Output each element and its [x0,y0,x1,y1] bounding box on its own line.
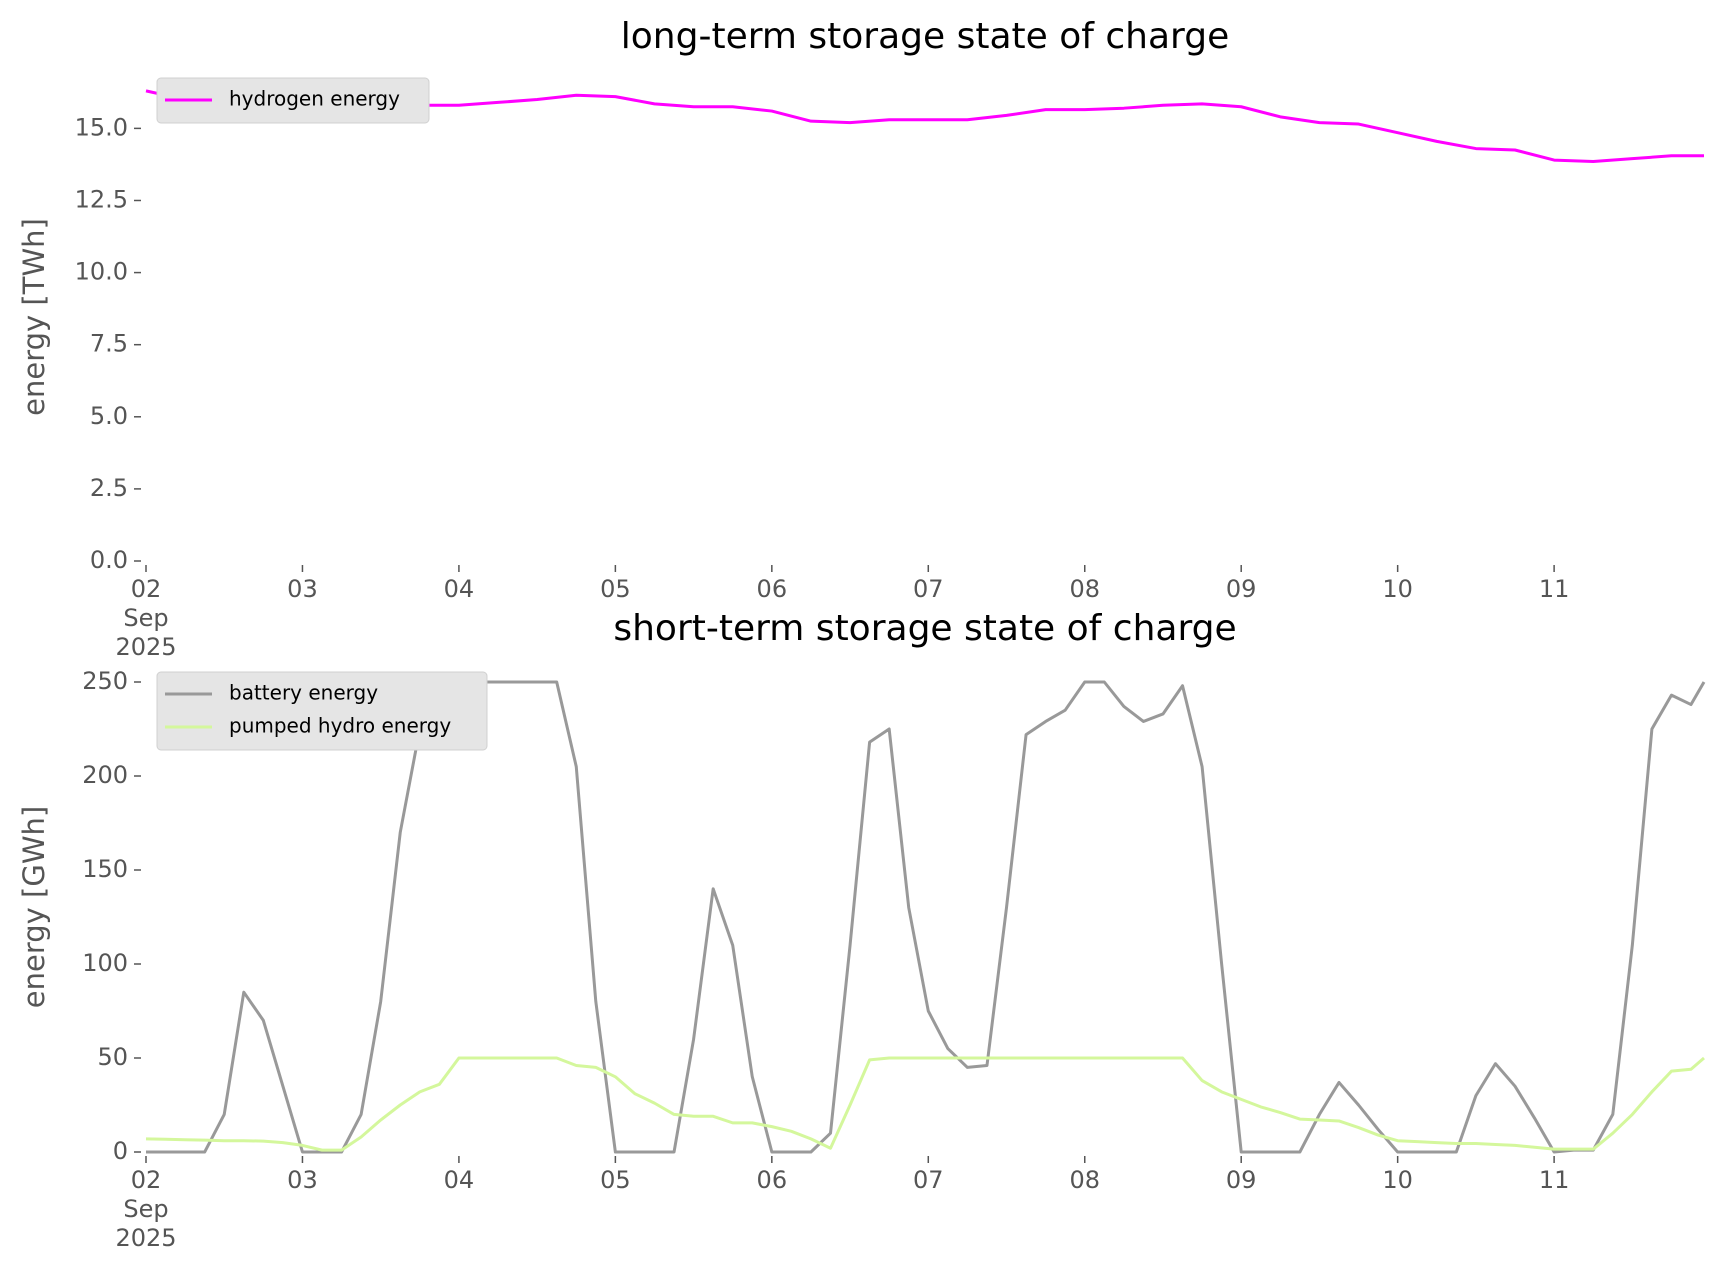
y-tick-label: 100 [82,949,128,977]
x-tick-label: 07 [913,1166,944,1194]
series-line [146,680,1706,1154]
x-tick-label: 05 [600,1166,631,1194]
x-tick-label: 02 Sep 2025 [115,1166,177,1252]
x-tick-label: 06 [756,575,788,603]
x-tick-label: 11 [1538,575,1570,603]
x-tick-label: 03 [287,575,318,603]
y-tick-label: 2.5 [90,474,128,502]
x-tick-label: 06 [756,1166,788,1194]
y-tick-label: 12.5 [75,185,128,213]
x-tick-label: 08 [1069,575,1100,603]
x-tick-label: 02 Sep 2025 [115,575,177,661]
y-tick-label: 50 [97,1043,128,1071]
legend-box [156,671,488,751]
x-tick-label: 07 [913,575,944,603]
y-tick-label: 200 [82,761,128,789]
y-tick-label: 0 [113,1137,128,1165]
chart-title: long-term storage state of charge [621,16,1229,57]
x-tick-label: 04 [443,575,475,603]
x-tick-label: 10 [1382,1166,1413,1194]
y-tick-label: 150 [82,855,128,883]
x-tick-label: 11 [1538,1166,1570,1194]
legend-box [156,77,430,124]
x-tick-label: 05 [600,575,631,603]
x-tick-label: 03 [287,1166,318,1194]
y-tick-label: 250 [82,667,128,695]
x-tick-label: 09 [1225,1166,1257,1194]
legend-label: hydrogen energy [229,87,400,111]
y-tick-label: 7.5 [90,330,128,358]
legend-label: pumped hydro energy [229,714,451,738]
y-tick-label: 5.0 [90,402,128,430]
series-line [145,1056,1705,1152]
legend-label: battery energy [229,681,378,705]
y-tick-label: 0.0 [90,546,128,574]
x-tick-label: 10 [1382,575,1413,603]
y-tick-label: 15.0 [75,113,128,141]
x-tick-label: 08 [1069,1166,1100,1194]
y-axis-label: energy [TWh] [17,218,51,416]
x-tick-label: 04 [443,1166,475,1194]
x-tick-label: 09 [1225,575,1257,603]
y-tick-label: 10.0 [75,258,128,286]
chart-title: short-term storage state of charge [613,608,1236,649]
y-axis-label: energy [GWh] [17,806,51,1008]
